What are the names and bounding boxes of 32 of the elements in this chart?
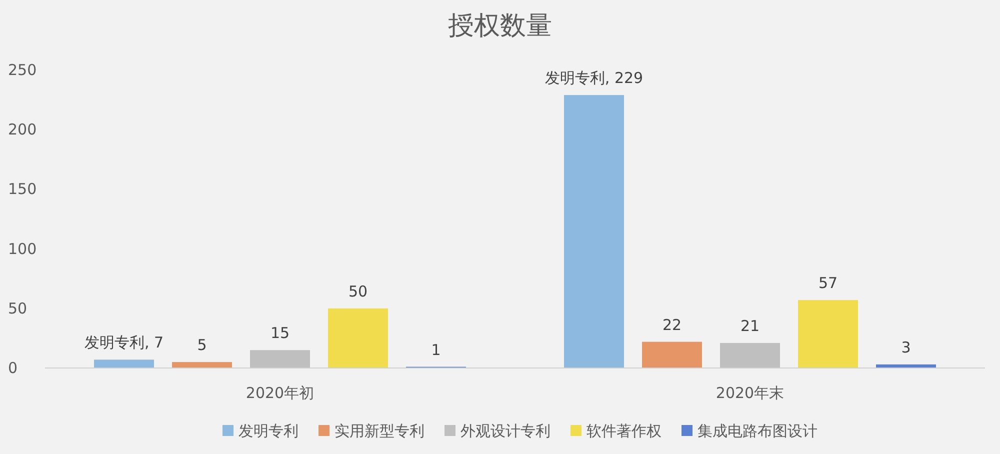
y-tick-label: 250 xyxy=(8,61,37,79)
data-label: 1 xyxy=(431,340,441,359)
bar xyxy=(720,342,780,368)
y-tick-label: 150 xyxy=(8,180,37,198)
x-tick-label: 2020年初 xyxy=(246,384,314,402)
bar xyxy=(798,300,858,368)
bar xyxy=(94,360,154,368)
y-tick-label: 100 xyxy=(8,240,37,258)
legend-label: 实用新型专利 xyxy=(334,422,424,440)
bar xyxy=(564,95,624,368)
y-tick-label: 200 xyxy=(8,120,37,139)
data-label: 22 xyxy=(662,316,682,334)
data-label: 15 xyxy=(270,324,290,342)
legend-label: 发明专利 xyxy=(238,422,298,440)
bar xyxy=(172,362,232,368)
y-tick-label: 0 xyxy=(8,359,18,377)
bar xyxy=(250,350,310,368)
data-label: 50 xyxy=(348,282,368,300)
data-label: 21 xyxy=(740,316,760,335)
bar xyxy=(642,342,702,368)
x-tick-label: 2020年末 xyxy=(716,384,784,402)
legend-label: 集成电路布图设计 xyxy=(698,422,818,440)
legend-label: 外观设计专利 xyxy=(460,422,550,440)
data-label: 57 xyxy=(818,274,838,292)
chart-title: 授权数量 xyxy=(448,11,552,41)
legend-label: 软件著作权 xyxy=(586,422,662,440)
data-label: 发明专利, 229 xyxy=(544,69,644,88)
bar xyxy=(328,308,388,368)
data-label: 3 xyxy=(901,338,911,356)
y-tick-label: 50 xyxy=(8,299,28,318)
data-label: 发明专利, 7 xyxy=(84,334,164,352)
data-label: 5 xyxy=(197,336,207,354)
